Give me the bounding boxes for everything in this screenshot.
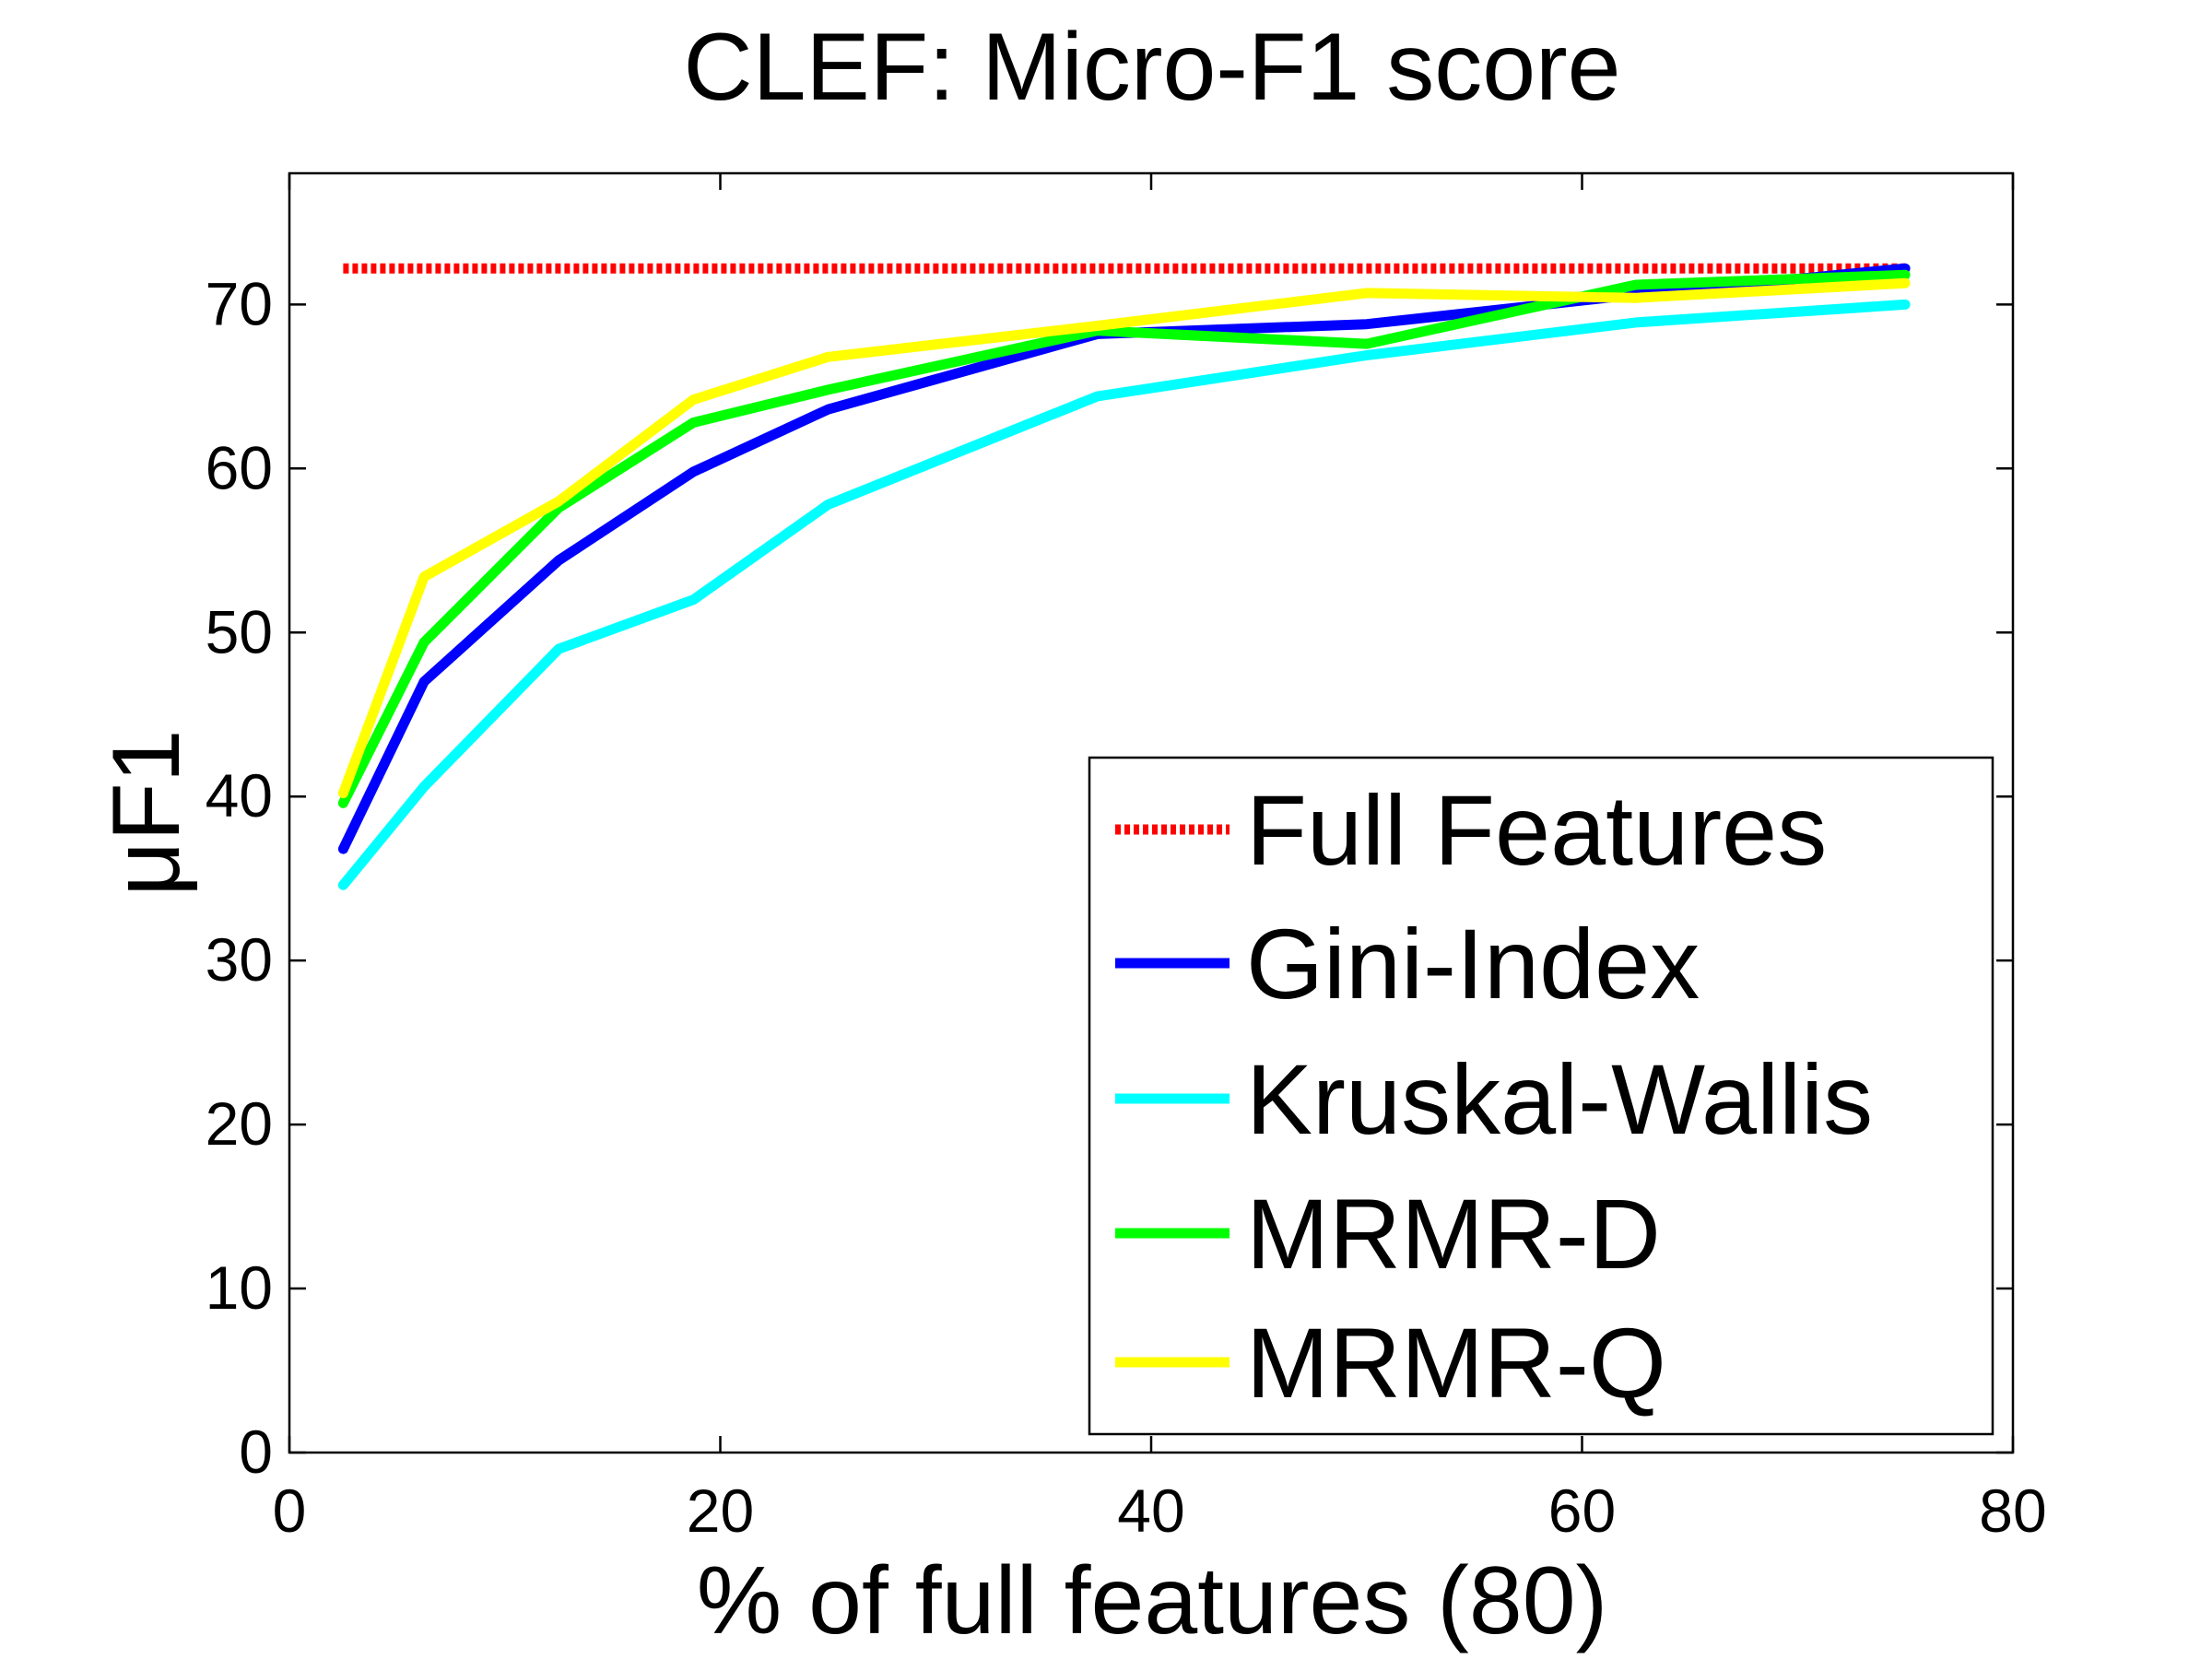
y-tick-label: 20 [206, 1089, 273, 1158]
chart-title: CLEF: Micro-F1 score [683, 14, 1620, 121]
y-tick-label: 10 [206, 1253, 273, 1322]
y-tick-label: 50 [206, 597, 273, 665]
x-tick-label: 0 [273, 1477, 307, 1545]
x-tick-label: 40 [1117, 1477, 1184, 1545]
y-tick-label: 40 [206, 761, 273, 830]
y-tick-label: 0 [239, 1418, 273, 1486]
x-tick-label: 20 [687, 1477, 754, 1545]
x-tick-label: 60 [1548, 1477, 1616, 1545]
y-tick-label: 60 [206, 433, 273, 501]
y-axis-label: μF1 [93, 729, 200, 896]
legend: Full Features Gini-Index Kruskal-Wallis MRM… [1088, 756, 1994, 1436]
legend-label-2: Kruskal-Wallis [1246, 1043, 1873, 1155]
axis-ticks: 0 20 40 60 80 0 10 20 30 40 50 60 70 [206, 173, 2047, 1545]
y-tick-label: 30 [206, 925, 273, 994]
x-axis-label: % of full features (80) [697, 1547, 1607, 1654]
x-tick-label: 80 [1979, 1477, 2046, 1545]
plot-lines [337, 263, 1911, 890]
legend-label-4: MRMR-Q [1246, 1307, 1666, 1418]
series-line-3 [337, 269, 1911, 808]
series-line-4 [337, 277, 1911, 799]
legend-label-0: Full Features [1246, 774, 1827, 886]
series-line-2 [337, 299, 1911, 890]
y-tick-label: 70 [206, 269, 273, 337]
legend-label-3: MRMR-D [1246, 1178, 1661, 1289]
legend-label-1: Gini-Index [1246, 908, 1700, 1019]
legend-box [1088, 756, 1994, 1436]
